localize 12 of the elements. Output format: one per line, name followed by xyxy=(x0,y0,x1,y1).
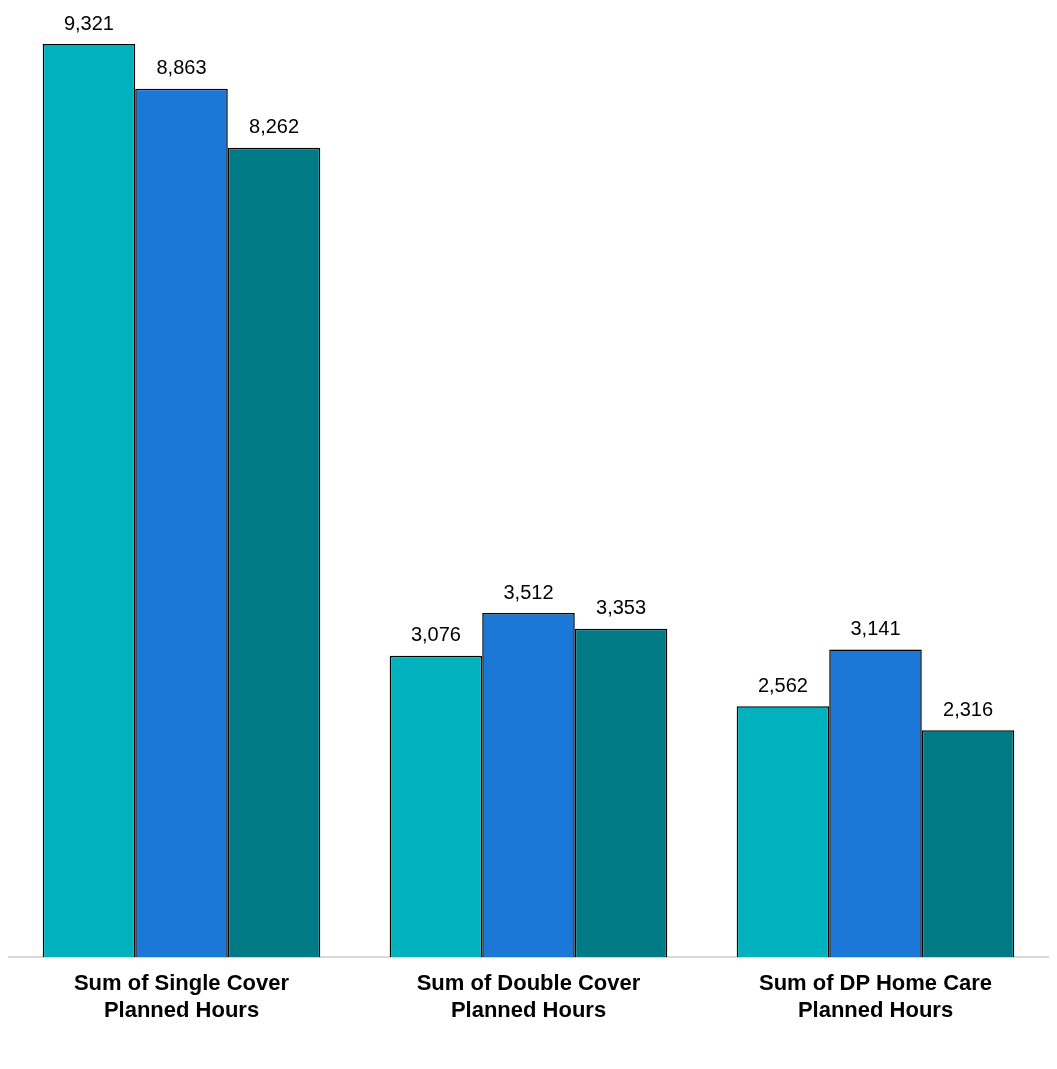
data-label: 3,512 xyxy=(503,580,554,603)
data-label: 3,141 xyxy=(850,616,901,639)
data-label: 2,562 xyxy=(757,673,808,696)
data-label: 9,321 xyxy=(63,11,114,34)
data-label: 3,076 xyxy=(410,623,461,646)
data-label: 8,863 xyxy=(156,56,207,79)
x-tick-label: Sum of Double Cover Planned Hours xyxy=(416,970,641,1022)
data-label: 3,353 xyxy=(596,596,647,619)
data-label: 2,316 xyxy=(943,697,994,720)
x-tick-label: Sum of Single Cover Planned Hours xyxy=(73,970,290,1022)
data-label: 8,262 xyxy=(249,115,300,138)
x-tick-label: Sum of DP Home Care Planned Hours xyxy=(758,970,993,1022)
